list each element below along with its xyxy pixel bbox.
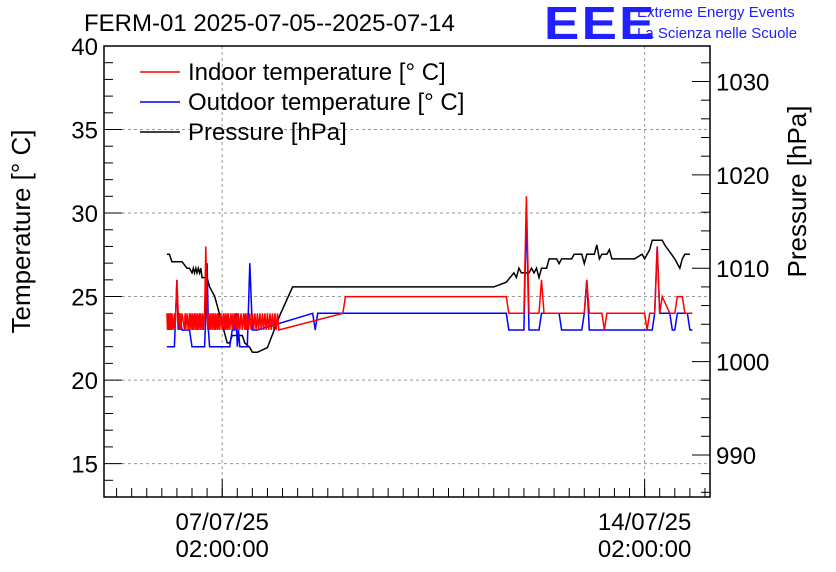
x-tick-label-date: 14/07/25: [598, 509, 691, 536]
pressure-line: [166, 239, 690, 354]
eee-logo: EEE: [544, 0, 657, 49]
y-tick-label: 35: [71, 118, 98, 145]
y-tick-label: 15: [71, 452, 98, 479]
legend-pressure-label: Pressure [hPa]: [188, 119, 347, 146]
y-tick-label: 30: [71, 201, 98, 228]
y-tick-label: 40: [71, 34, 98, 61]
x-tick-label-time: 02:00:00: [598, 536, 691, 563]
y2-tick-label: 1030: [716, 69, 769, 96]
y2-tick-label: 1000: [716, 350, 769, 377]
plot-frame: [103, 45, 711, 498]
x-tick-label-date: 07/07/25: [175, 509, 268, 536]
y2-axis-label: Pressure [hPa]: [782, 106, 812, 278]
y2-tick-label: 1010: [716, 256, 769, 283]
y2-tick-label: 990: [716, 443, 756, 470]
y-tick-label: 20: [71, 368, 98, 395]
indoor-temperature-line: [166, 196, 693, 331]
x-tick-label-time: 02:00:00: [175, 536, 268, 563]
logo-subtitle-line2: La Scienza nelle Scuole: [637, 25, 798, 42]
logo-subtitle-line1: Extreme Energy Events: [637, 4, 795, 21]
y-axis-label: Temperature [° C]: [6, 129, 36, 333]
legend-indoor-label: Indoor temperature [° C]: [188, 59, 446, 86]
legend-outdoor-label: Outdoor temperature [° C]: [188, 89, 464, 116]
y-tick-label: 25: [71, 285, 98, 312]
chart-title: FERM-01 2025-07-05--2025-07-14: [84, 10, 455, 37]
y2-tick-label: 1020: [716, 163, 769, 190]
